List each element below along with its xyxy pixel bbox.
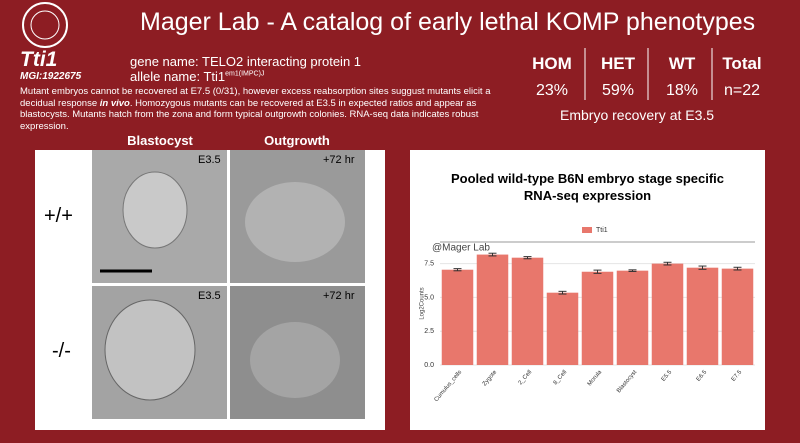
column-header: Outgrowth: [264, 133, 330, 148]
y-tick-label: 0.0: [424, 362, 434, 369]
x-tick-label: 2_Cell: [518, 369, 534, 386]
description-text: . Homozygous mutants can be recovered at…: [20, 97, 479, 132]
chart: @Mager Lab Tti1 Log2Counts 0.0 2.5 5.0 7.5 Cumu…: [420, 227, 755, 403]
stage-label: E3.5: [198, 290, 221, 302]
legend-swatch: [582, 227, 592, 233]
y-tick-label: 7.5: [424, 260, 434, 267]
bar: [721, 268, 754, 365]
x-tick-label: 8_Cell: [553, 369, 569, 386]
stat-value: 18%: [665, 82, 699, 99]
y-axis-label: Log2Counts: [420, 287, 426, 319]
stat-value: 23%: [535, 82, 569, 99]
logo-inner: [30, 10, 60, 40]
stat-column: HOM 23%: [520, 54, 584, 100]
embryo: [104, 299, 196, 401]
stat-value: 59%: [601, 82, 635, 99]
bar: [441, 269, 474, 365]
legend-label: Tti1: [596, 227, 608, 234]
bar: [651, 263, 684, 365]
embryo: [122, 171, 188, 249]
bar: [616, 270, 649, 365]
allele-name: allele name: Tti1em1(IMPC)J: [130, 69, 264, 84]
description-emphasis: in vivo: [99, 97, 130, 109]
y-tick-label: 5.0: [424, 294, 434, 301]
row-label: +/+: [44, 205, 73, 227]
page-title: Mager Lab - A catalog of early lethal KO…: [140, 8, 756, 36]
gene-name: gene name: TELO2 interacting protein 1: [130, 54, 362, 69]
x-tick-label: E6.5: [696, 369, 709, 383]
bar: [546, 292, 579, 365]
stat-column: Total n=22: [710, 54, 774, 100]
stage-label: +72 hr: [323, 154, 355, 166]
stat-label: HOM: [532, 54, 572, 73]
column-header: Blastocyst: [127, 133, 193, 148]
stat-column: WT 18%: [650, 54, 714, 100]
outgrowth: [250, 322, 340, 398]
gene-symbol: Tti1: [20, 48, 58, 71]
row-label: -/-: [52, 340, 71, 362]
stage-label: E3.5: [198, 154, 221, 166]
mgi-id: MGI:1922675: [20, 71, 82, 82]
stage-label: +72 hr: [323, 290, 355, 302]
x-tick-label: Blastocyst: [616, 369, 638, 394]
bar: [476, 254, 509, 365]
bar: [581, 271, 614, 365]
y-tick-label: 2.5: [424, 328, 434, 335]
chart-title: Pooled wild-type B6N embryo stage specif…: [450, 171, 725, 203]
outgrowth: [245, 182, 345, 262]
stat-label: WT: [668, 54, 696, 73]
x-tick-label: Cumulus_cells: [434, 369, 464, 403]
description-text: Mutant embryos cannot be recovered at E7…: [20, 86, 491, 109]
allele-superscript: em1(IMPC)J: [225, 70, 265, 78]
stat-value: n=22: [723, 82, 761, 99]
stat-label: Total: [722, 54, 762, 73]
description: Mutant embryos cannot be recovered at E7…: [20, 86, 510, 132]
bar: [686, 267, 719, 365]
stat-column: HET 59%: [586, 54, 650, 100]
logo: [22, 2, 68, 48]
stat-label: HET: [601, 54, 635, 73]
x-tick-label: Morula: [587, 369, 604, 387]
x-tick-label: E5.5: [661, 369, 674, 383]
stats-caption: Embryo recovery at E3.5: [560, 107, 715, 123]
x-tick-label: E7.5: [731, 369, 744, 383]
bar: [511, 257, 544, 365]
allele-text: allele name: Tti1: [130, 69, 226, 84]
x-tick-label: Zygote: [482, 369, 499, 387]
watermark: @Mager Lab: [432, 243, 490, 254]
